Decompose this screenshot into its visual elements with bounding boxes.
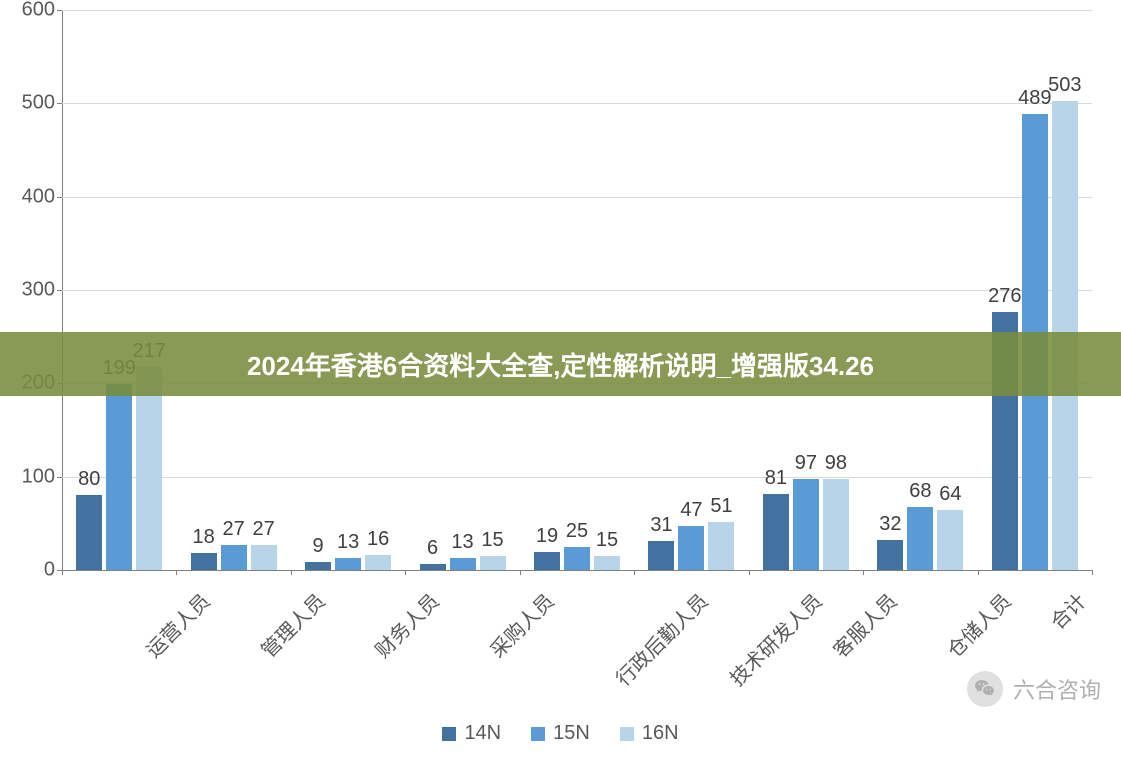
- legend-swatch: [442, 727, 456, 741]
- bar: [823, 479, 849, 570]
- wechat-icon: [967, 671, 1003, 707]
- bar-value-label: 19: [536, 525, 558, 548]
- bar-value-label: 64: [939, 483, 961, 506]
- watermark: 六合咨询: [967, 671, 1101, 707]
- x-axis-label: 合计: [1042, 586, 1091, 635]
- bar-value-label: 27: [253, 518, 275, 541]
- bar: [305, 562, 331, 570]
- bar: [877, 540, 903, 570]
- bar-value-label: 18: [193, 526, 215, 549]
- legend-label: 15N: [553, 722, 590, 745]
- x-tick-mark: [291, 570, 292, 575]
- bar: [136, 367, 162, 570]
- x-axis-line: [62, 570, 1092, 571]
- bar: [365, 555, 391, 570]
- bar: [221, 545, 247, 570]
- bar: [708, 522, 734, 570]
- bar-value-label: 25: [566, 520, 588, 543]
- watermark-text: 六合咨询: [1013, 673, 1101, 705]
- bar: [648, 541, 674, 570]
- x-tick-mark: [176, 570, 177, 575]
- bar: [594, 556, 620, 570]
- legend-swatch: [620, 727, 634, 741]
- x-tick-mark: [634, 570, 635, 575]
- bar-value-label: 9: [313, 535, 324, 558]
- x-axis-label: 采购人员: [482, 586, 559, 663]
- x-axis-label: 仓储人员: [940, 586, 1017, 663]
- bar-value-label: 47: [680, 499, 702, 522]
- bar-value-label: 31: [650, 514, 672, 537]
- overlay-band: 2024年香港6合资料大全查,定性解析说明_增强版34.26: [0, 332, 1121, 396]
- bar: [106, 384, 132, 570]
- bar-value-label: 80: [78, 468, 100, 491]
- bar: [534, 552, 560, 570]
- legend: 14N 15N 16N: [0, 722, 1121, 745]
- x-axis-label: 行政后勤人员: [608, 586, 713, 691]
- x-tick-mark: [1092, 570, 1093, 575]
- x-axis-label: 财务人员: [368, 586, 445, 663]
- x-tick-mark: [749, 570, 750, 575]
- x-tick-mark: [978, 570, 979, 575]
- y-tick-label: 600: [5, 0, 55, 22]
- bar: [420, 564, 446, 570]
- bar-value-label: 13: [337, 531, 359, 554]
- legend-swatch: [531, 727, 545, 741]
- x-axis-label: 运营人员: [139, 586, 216, 663]
- bar: [763, 494, 789, 570]
- bar-value-label: 6: [427, 537, 438, 560]
- bar: [564, 547, 590, 570]
- bar-value-label: 32: [879, 513, 901, 536]
- y-tick-label: 400: [5, 185, 55, 208]
- y-tick-label: 300: [5, 279, 55, 302]
- legend-label: 14N: [464, 722, 501, 745]
- bar-value-label: 489: [1018, 87, 1051, 110]
- y-tick-label: 500: [5, 92, 55, 115]
- bar-value-label: 503: [1048, 74, 1081, 97]
- x-tick-mark: [405, 570, 406, 575]
- x-tick-mark: [520, 570, 521, 575]
- bar: [678, 526, 704, 570]
- bar-value-label: 68: [909, 480, 931, 503]
- bar-value-label: 276: [988, 285, 1021, 308]
- bar: [480, 556, 506, 570]
- bar: [450, 558, 476, 570]
- bar-value-label: 13: [451, 531, 473, 554]
- y-tick-label: 100: [5, 465, 55, 488]
- bar: [191, 553, 217, 570]
- bar-value-label: 97: [795, 452, 817, 475]
- overlay-text: 2024年香港6合资料大全查,定性解析说明_增强版34.26: [247, 346, 874, 383]
- bar: [937, 510, 963, 570]
- bar: [251, 545, 277, 570]
- x-axis-label: 管理人员: [253, 586, 330, 663]
- legend-item: 15N: [531, 722, 590, 745]
- plot-area: 8019921718272791316613151925153147518197…: [62, 10, 1092, 570]
- bar-value-label: 98: [825, 452, 847, 475]
- x-tick-mark: [62, 570, 63, 575]
- bar: [335, 558, 361, 570]
- chart-container: 0100200300400500600 80199217182727913166…: [0, 0, 1121, 757]
- x-tick-mark: [863, 570, 864, 575]
- x-axis-label: 技术研发人员: [723, 586, 828, 691]
- legend-item: 14N: [442, 722, 501, 745]
- legend-label: 16N: [642, 722, 679, 745]
- y-tick-label: 0: [5, 559, 55, 582]
- bar-value-label: 51: [710, 495, 732, 518]
- bar-value-label: 81: [765, 467, 787, 490]
- bar: [76, 495, 102, 570]
- bar-value-label: 15: [481, 529, 503, 552]
- legend-item: 16N: [620, 722, 679, 745]
- bar: [907, 507, 933, 570]
- bar-value-label: 16: [367, 528, 389, 551]
- bar-value-label: 27: [223, 518, 245, 541]
- bar: [793, 479, 819, 570]
- bar-value-label: 15: [596, 529, 618, 552]
- x-axis-label: 客服人员: [825, 586, 902, 663]
